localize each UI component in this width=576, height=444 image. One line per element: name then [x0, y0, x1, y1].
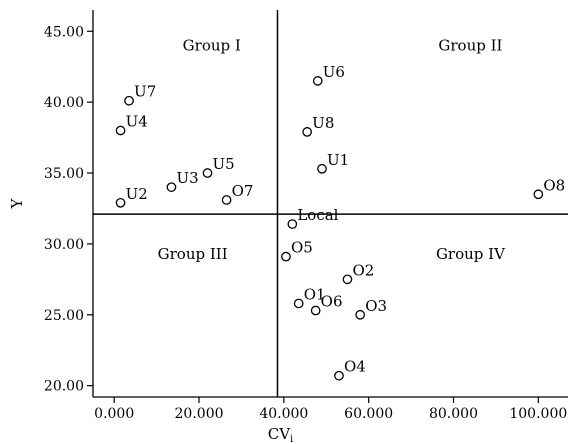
data-point — [312, 76, 323, 86]
x-tick-label: 80.000 — [429, 406, 478, 422]
x-tick-label: 20.000 — [175, 406, 224, 422]
x-tick-label: 0.000 — [94, 406, 134, 422]
point-label: U4 — [126, 112, 148, 130]
data-point — [202, 168, 213, 178]
y-axis-title: Y — [8, 197, 26, 209]
data-point — [115, 125, 126, 136]
group-labels: Group I Group II Group III Group IV — [158, 36, 506, 262]
data-point — [334, 370, 344, 381]
axes: 20.00 25.00 30.00 35.00 40.00 45.00 0.000 20.00… — [44, 10, 568, 422]
data-point — [221, 195, 232, 205]
point-label: U7 — [134, 83, 156, 101]
point-label: U1 — [327, 151, 349, 169]
y-tick-label: 25.00 — [44, 308, 84, 324]
point-label: Local — [297, 206, 338, 224]
x-axis-title-subscript: i — [290, 434, 293, 444]
point-label: O4 — [344, 358, 366, 376]
group-label: Group IV — [436, 245, 506, 263]
data-point — [124, 95, 134, 106]
x-axis-title: CVi — [268, 425, 294, 444]
point-label: O1 — [304, 285, 326, 303]
data-point — [317, 163, 327, 174]
point-label: U2 — [126, 185, 148, 203]
data-point — [287, 219, 298, 229]
axis-titles: CVi Y — [8, 197, 293, 444]
y-tick-label: 45.00 — [44, 24, 84, 40]
data-point — [115, 197, 126, 208]
x-tick-label: 60.000 — [344, 406, 393, 422]
point-label: O6 — [321, 293, 343, 311]
point-label: O8 — [543, 176, 565, 194]
group-label: Group II — [438, 36, 502, 54]
point-label: U6 — [323, 63, 345, 81]
y-tick-label: 30.00 — [44, 237, 84, 253]
x-tick-label: 40.000 — [259, 406, 308, 422]
y-tick-label: 35.00 — [44, 166, 84, 182]
data-point — [302, 127, 313, 137]
point-label: O2 — [352, 261, 374, 279]
data-point — [281, 251, 291, 262]
reference-lines — [93, 10, 568, 397]
x-tick-label: 100.000 — [509, 406, 567, 422]
data-point — [355, 309, 366, 320]
y-tick-label: 20.00 — [44, 379, 84, 395]
point-label: U3 — [176, 169, 198, 187]
point-label: O5 — [291, 239, 313, 257]
group-label: Group I — [183, 36, 241, 54]
data-point — [310, 305, 321, 316]
point-label: O3 — [365, 297, 387, 315]
group-label: Group III — [158, 245, 228, 263]
point-label: U5 — [213, 155, 235, 173]
data-point — [166, 182, 177, 193]
point-label: U8 — [312, 114, 334, 132]
y-tick-label: 40.00 — [44, 95, 84, 111]
point-label: O7 — [232, 182, 254, 200]
data-point — [342, 274, 353, 285]
data-point — [533, 189, 544, 200]
data-point — [293, 298, 304, 309]
